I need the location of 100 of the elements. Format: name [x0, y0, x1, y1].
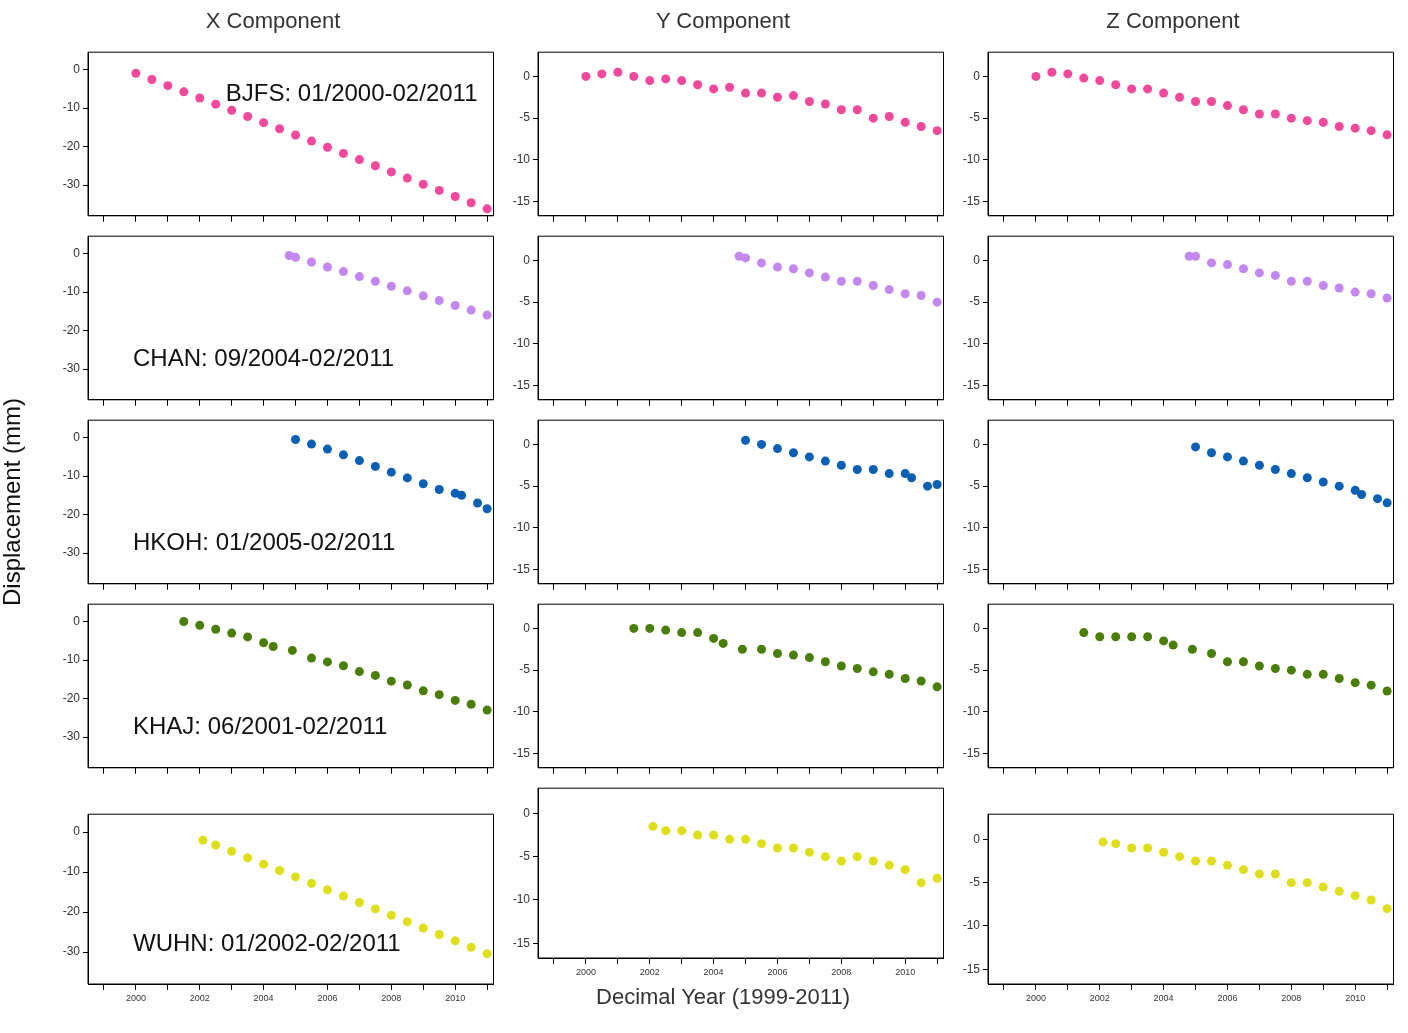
- point: [482, 204, 492, 214]
- point: [1302, 878, 1312, 888]
- y-tick-label: -5: [519, 294, 531, 309]
- point: [370, 276, 380, 286]
- point: [645, 623, 655, 633]
- point: [370, 670, 380, 680]
- point: [466, 699, 476, 709]
- point: [868, 280, 878, 290]
- y-tick-label: 0: [73, 429, 81, 444]
- point: [737, 644, 747, 654]
- point: [725, 834, 735, 844]
- point: [804, 653, 814, 663]
- y-tick-label: 0: [523, 436, 531, 451]
- point: [1159, 847, 1169, 857]
- y-tick-label: -5: [519, 848, 531, 863]
- point: [1318, 117, 1328, 127]
- point: [457, 490, 467, 500]
- y-tick-label: -15: [962, 561, 981, 576]
- point: [1098, 837, 1108, 847]
- point: [916, 676, 926, 686]
- point: [1334, 121, 1344, 131]
- point: [466, 942, 476, 952]
- y-tick-label: -10: [62, 100, 81, 115]
- x-tick-label: 2002: [1089, 992, 1110, 1003]
- point: [450, 695, 460, 705]
- y-tick-label: -5: [969, 662, 981, 677]
- point: [354, 272, 364, 282]
- point: [1191, 96, 1201, 106]
- point: [386, 167, 396, 177]
- point: [1254, 661, 1264, 671]
- point: [1270, 109, 1280, 119]
- point: [275, 866, 285, 876]
- y-tick-label: 0: [973, 436, 981, 451]
- point: [322, 142, 332, 152]
- point: [402, 917, 412, 927]
- y-tick-label: -5: [519, 478, 531, 493]
- point: [661, 74, 671, 84]
- y-tick-label: -10: [512, 152, 531, 167]
- point: [836, 105, 846, 115]
- point: [259, 638, 269, 648]
- y-tick-label: 0: [973, 620, 981, 635]
- point: [709, 830, 719, 840]
- point: [1063, 69, 1073, 79]
- point: [1175, 92, 1185, 102]
- annotation: HKOH: 01/2005-02/2011: [133, 528, 396, 556]
- point: [259, 859, 269, 869]
- point: [1143, 632, 1153, 642]
- point: [709, 84, 719, 94]
- point: [287, 645, 297, 655]
- y-tick-label: -15: [512, 377, 531, 392]
- point: [1159, 636, 1169, 646]
- y-tick-label: 0: [73, 613, 81, 628]
- point: [195, 620, 205, 630]
- point: [1222, 260, 1232, 270]
- y-tick-label: -5: [969, 294, 981, 309]
- point: [852, 464, 862, 474]
- point: [434, 690, 444, 700]
- y-tick-label: -10: [512, 704, 531, 719]
- point: [1382, 130, 1392, 140]
- point: [227, 628, 237, 638]
- point: [884, 669, 894, 679]
- point: [1318, 882, 1328, 892]
- point: [1318, 280, 1328, 290]
- point: [147, 75, 157, 85]
- y-tick-label: -15: [962, 745, 981, 760]
- point: [788, 91, 798, 101]
- point: [597, 69, 607, 79]
- x-tick-label: 2004: [253, 992, 274, 1003]
- point: [868, 667, 878, 677]
- point: [932, 682, 942, 692]
- point: [370, 161, 380, 171]
- point: [916, 878, 926, 888]
- y-tick-label: -30: [62, 545, 81, 560]
- point: [677, 826, 687, 836]
- point: [1318, 477, 1328, 487]
- point: [131, 68, 141, 78]
- point: [211, 99, 221, 109]
- point: [629, 623, 639, 633]
- point: [757, 644, 766, 654]
- point: [1302, 669, 1312, 679]
- x-tick-label: 2010: [445, 992, 466, 1003]
- y-tick-label: -10: [62, 468, 81, 483]
- point: [868, 856, 878, 866]
- y-tick-label: 0: [523, 805, 531, 820]
- point: [1168, 640, 1178, 650]
- y-tick-label: -15: [962, 961, 981, 976]
- point: [1127, 84, 1137, 94]
- point: [1159, 88, 1169, 98]
- point: [291, 130, 301, 140]
- y-tick-label: -10: [962, 704, 981, 719]
- y-tick-label: -10: [962, 918, 981, 933]
- point: [884, 469, 894, 479]
- point: [836, 460, 846, 470]
- point: [884, 285, 894, 295]
- point: [291, 434, 301, 444]
- point: [354, 898, 364, 907]
- point: [275, 124, 285, 134]
- point: [1254, 268, 1264, 278]
- point: [923, 481, 933, 491]
- y-tick-label: -30: [62, 177, 81, 192]
